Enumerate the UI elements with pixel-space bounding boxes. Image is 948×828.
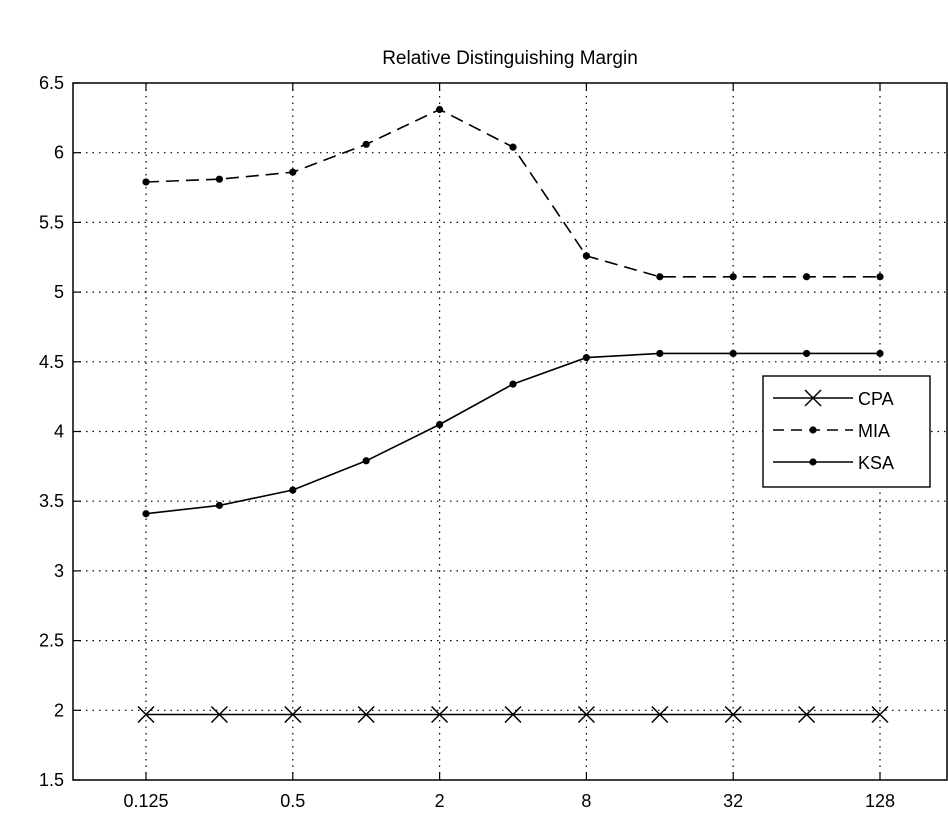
data-point-cpa bbox=[431, 705, 449, 724]
marker-stroke bbox=[137, 705, 155, 724]
data-point-cpa bbox=[798, 705, 816, 724]
marker-stroke bbox=[651, 705, 669, 724]
data-point-cpa bbox=[871, 705, 889, 724]
data-point-ksa bbox=[803, 349, 811, 358]
data-point-cpa bbox=[577, 705, 595, 724]
marker-stroke bbox=[871, 705, 889, 724]
data-point-ksa bbox=[582, 354, 591, 362]
data-point-mia bbox=[362, 140, 370, 148]
data-point-ksa bbox=[362, 457, 370, 465]
y-tick-label: 5.5 bbox=[39, 212, 64, 232]
data-point-mia bbox=[289, 168, 297, 176]
data-point-ksa bbox=[289, 486, 297, 494]
marker-stroke bbox=[357, 705, 375, 724]
data-point-mia bbox=[509, 143, 517, 151]
axis-ticks: 1.5 2 2.5 3 3.5 4 4.5 5 5.5 6 6.5 0.125 0.5 2 8 32 128 bbox=[39, 73, 895, 811]
series-ksa bbox=[142, 349, 884, 518]
data-point-mia bbox=[142, 178, 150, 186]
y-tick-label: 5 bbox=[54, 282, 64, 302]
marker-stroke bbox=[798, 705, 816, 724]
marker-stroke bbox=[804, 389, 822, 407]
marker-stroke bbox=[210, 705, 228, 724]
marker-stroke bbox=[284, 705, 302, 724]
x-tick-label: 8 bbox=[581, 791, 591, 811]
legend-marker-mia bbox=[809, 426, 817, 434]
y-tick-label: 3 bbox=[54, 561, 64, 581]
legend: CPA MIA KSA bbox=[762, 375, 931, 488]
legend-marker-ksa bbox=[809, 458, 817, 466]
data-point-mia bbox=[876, 273, 884, 281]
series-layer bbox=[137, 105, 889, 724]
y-tick-label: 2.5 bbox=[39, 631, 64, 651]
data-point-ksa bbox=[142, 510, 150, 518]
legend-label-ksa: KSA bbox=[858, 453, 894, 473]
data-point-ksa bbox=[656, 349, 664, 358]
data-point-mia bbox=[215, 175, 223, 183]
data-point-cpa bbox=[357, 705, 375, 724]
legend-label-mia: MIA bbox=[858, 421, 890, 441]
marker-stroke bbox=[431, 705, 449, 724]
data-point-ksa bbox=[729, 349, 737, 358]
data-point-cpa bbox=[651, 705, 669, 724]
data-point-mia bbox=[436, 105, 444, 114]
x-tick-label: 128 bbox=[865, 791, 895, 811]
legend-label-cpa: CPA bbox=[858, 389, 894, 409]
marker-stroke bbox=[504, 705, 522, 724]
legend-marker-cpa bbox=[804, 389, 822, 407]
marker-stroke bbox=[577, 705, 595, 724]
legend-item-mia: MIA bbox=[773, 421, 890, 441]
data-point-cpa bbox=[504, 705, 522, 724]
series-mia bbox=[142, 105, 884, 281]
data-point-ksa bbox=[215, 501, 223, 509]
y-tick-label: 4.5 bbox=[39, 352, 64, 372]
data-point-ksa bbox=[509, 380, 517, 388]
legend-box bbox=[762, 375, 931, 488]
legend-item-cpa: CPA bbox=[773, 389, 894, 409]
x-tick-label: 0.125 bbox=[123, 791, 168, 811]
data-point-cpa bbox=[137, 705, 155, 724]
legend-item-ksa: KSA bbox=[773, 453, 894, 473]
marker-stroke bbox=[724, 705, 742, 724]
data-point-cpa bbox=[284, 705, 302, 724]
data-point-mia bbox=[656, 273, 664, 281]
data-point-mia bbox=[803, 273, 811, 281]
data-point-cpa bbox=[724, 705, 742, 724]
y-tick-label: 1.5 bbox=[39, 770, 64, 790]
y-tick-label: 4 bbox=[54, 422, 64, 442]
y-tick-label: 6 bbox=[54, 143, 64, 163]
x-tick-label: 0.5 bbox=[280, 791, 305, 811]
data-point-cpa bbox=[210, 705, 228, 724]
data-point-mia bbox=[729, 273, 737, 281]
y-tick-label: 6.5 bbox=[39, 73, 64, 93]
chart-title: Relative Distinguishing Margin bbox=[382, 48, 638, 69]
series-cpa bbox=[137, 705, 889, 724]
data-point-ksa bbox=[436, 420, 444, 429]
y-tick-label: 3.5 bbox=[39, 491, 64, 511]
data-point-mia bbox=[582, 252, 591, 260]
x-tick-label: 2 bbox=[435, 791, 445, 811]
x-tick-label: 32 bbox=[723, 791, 743, 811]
data-point-ksa bbox=[876, 349, 884, 358]
y-tick-label: 2 bbox=[54, 700, 64, 720]
